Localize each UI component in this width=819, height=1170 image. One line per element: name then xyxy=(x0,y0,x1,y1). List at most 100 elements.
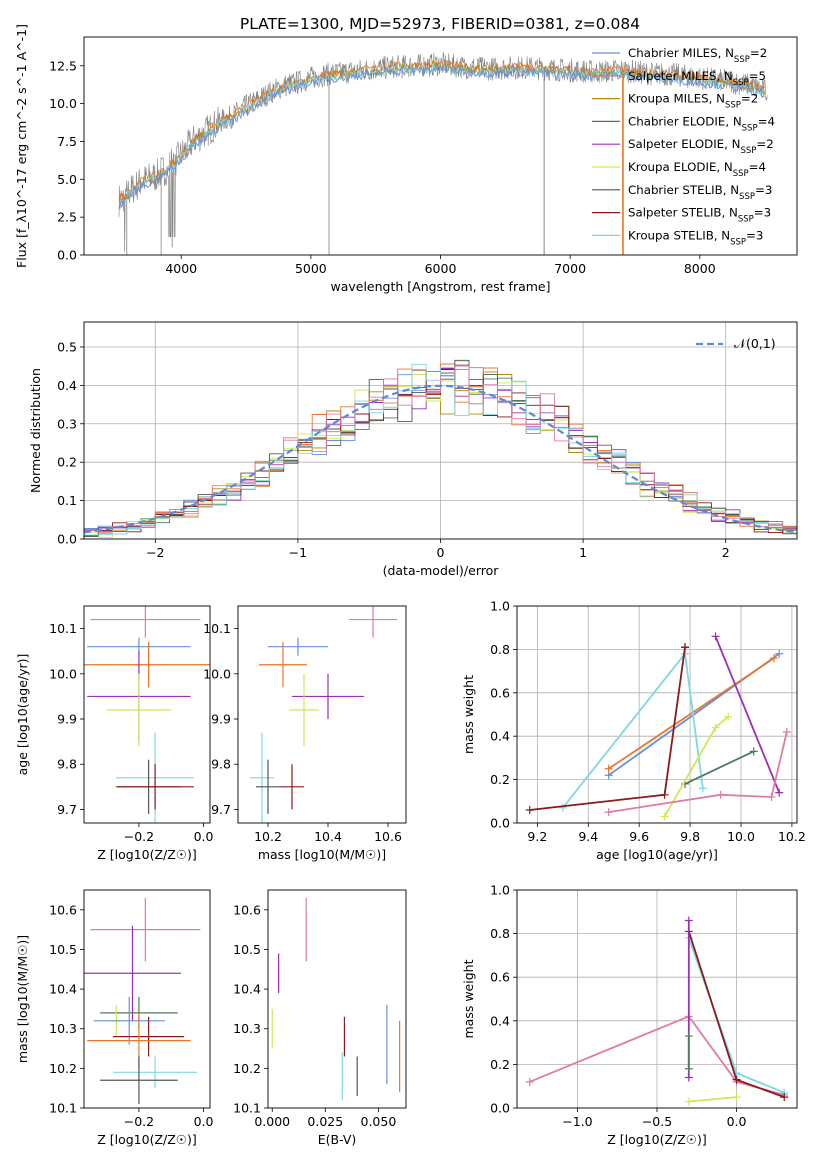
axes-age_vs_mass: 10.2 10.4 10.6 9.7 9.8 9.9 10.0 10.1 mass [log10… xyxy=(203,605,407,862)
series-point xyxy=(684,1032,693,1041)
series-point xyxy=(767,792,776,801)
y-tick-label: 0.8 xyxy=(490,926,510,941)
y-tick-label: 10.4 xyxy=(233,982,261,997)
x-tick-label: 9.8 xyxy=(680,829,700,844)
y-tick-label: 0.6 xyxy=(490,970,510,985)
x-tick-label: 0.000 xyxy=(254,1114,290,1129)
spectrum-model-line xyxy=(118,62,765,210)
series-point xyxy=(604,808,613,817)
series-point xyxy=(684,1097,693,1106)
y-tick-label: 10.1 xyxy=(233,1101,261,1116)
x-tick-label: 0 xyxy=(437,545,445,560)
series-point xyxy=(525,805,534,814)
y-tick-label: 0.2 xyxy=(490,1057,510,1072)
y-tick-label: 0.4 xyxy=(490,729,510,744)
x-tick-label: 0.0 xyxy=(727,1114,747,1129)
x-tick-label: 10.0 xyxy=(727,829,755,844)
y-tick-label: 0.2 xyxy=(57,455,77,470)
plot-area xyxy=(84,606,210,823)
x-axis-label: E(B-V) xyxy=(318,1132,357,1147)
series-point xyxy=(681,643,689,652)
spectrum-data-line xyxy=(118,52,768,253)
y-tick-label: 0.2 xyxy=(490,772,510,787)
axes-frame xyxy=(267,889,407,1109)
series-point xyxy=(749,747,758,756)
series-point xyxy=(660,812,669,821)
y-axis-label: Flux [f_λ10^-17 erg cm^-2 s^-1 A^-1] xyxy=(14,24,29,268)
x-axis-label: (data-model)/error xyxy=(383,563,500,578)
y-axis-label: age [log10(age/yr)] xyxy=(15,654,30,776)
y-tick-label: 0.3 xyxy=(57,416,77,431)
y-tick-label: 2.5 xyxy=(57,210,77,225)
legend-label: Chabrier STELIB, NSSP=3 xyxy=(628,183,772,202)
y-tick-label: 9.9 xyxy=(57,712,77,727)
histogram-step xyxy=(84,363,797,536)
panels-group: 4000 5000 6000 7000 80000.02.55.07.510.012.5… xyxy=(14,24,806,1147)
x-tick-label: −0.5 xyxy=(642,1114,672,1129)
legend-label: Chabrier MILES, NSSP=2 xyxy=(628,46,767,65)
y-tick-label: 1.0 xyxy=(490,599,510,614)
series-line xyxy=(684,750,755,785)
residual-legend: 𝒩(0,1) xyxy=(696,336,776,351)
y-axis-label: mass [log10(M/M☉)] xyxy=(15,935,30,1063)
y-tick-label: 10.6 xyxy=(49,902,77,917)
y-tick-label: 0.0 xyxy=(57,248,77,263)
axes-spectrum: 4000 5000 6000 7000 8000 0.0 2.5 5.0 7.5 10.0 12.5… xyxy=(14,24,798,294)
y-tick-label: 10.1 xyxy=(203,621,231,636)
plot-area xyxy=(250,606,397,823)
y-tick-label: 10.0 xyxy=(203,666,231,681)
y-tick-label: 10.3 xyxy=(233,1021,261,1036)
y-tick-label: 9.9 xyxy=(211,712,231,727)
y-tick-label: 0.0 xyxy=(57,532,77,547)
axes-weight_vs_Z: −1.0 −0.5 0.0 0.0 0.2 0.4 0.6 0.8 1.0 Z [log10(Z/… xyxy=(461,883,798,1147)
x-tick-label: 9.4 xyxy=(578,829,598,844)
axes-frame xyxy=(83,889,211,1109)
y-axis-label: mass weight xyxy=(461,959,476,1038)
y-tick-label: 10.3 xyxy=(49,1021,77,1036)
y-tick-label: 10.4 xyxy=(49,982,77,997)
y-tick-label: 12.5 xyxy=(49,58,77,73)
series-point xyxy=(604,764,613,773)
series-line xyxy=(529,647,686,811)
series-point xyxy=(780,1093,789,1102)
plot-area xyxy=(517,890,797,1108)
series-point xyxy=(716,790,725,799)
legend-label: 𝒩(0,1) xyxy=(734,336,776,351)
series-point xyxy=(732,1093,741,1102)
legend-label: Chabrier ELODIE, NSSP=4 xyxy=(628,114,775,133)
y-tick-label: 9.7 xyxy=(211,802,231,817)
series-point xyxy=(684,1064,693,1073)
x-tick-label: 1 xyxy=(579,545,587,560)
legend-label: Kroupa MILES, NSSP=2 xyxy=(628,92,758,111)
legend-label: Kroupa STELIB, NSSP=3 xyxy=(628,228,763,247)
normal-curve xyxy=(84,384,797,534)
x-tick-label: −0.2 xyxy=(124,829,154,844)
y-tick-label: 7.5 xyxy=(57,134,77,149)
y-tick-label: 10.6 xyxy=(233,902,261,917)
y-tick-label: 0.0 xyxy=(490,1101,510,1116)
x-tick-label: −1 xyxy=(289,545,307,560)
y-tick-label: 10.1 xyxy=(49,1101,77,1116)
y-tick-label: 9.8 xyxy=(57,757,77,772)
series-point xyxy=(782,727,791,736)
series-point xyxy=(711,632,720,641)
x-axis-label: Z [log10(Z/Z☉)] xyxy=(607,1132,707,1147)
axes-residuals: −2 −1 0 1 2 0.0 0.1 0.2 0.3 0.4 0.5 (data-model)/er… xyxy=(28,321,798,578)
axes-frame xyxy=(83,36,798,256)
series-point xyxy=(775,788,784,797)
legend-label: Kroupa ELODIE, NSSP=4 xyxy=(628,160,766,179)
series-line xyxy=(608,731,788,813)
x-tick-label: 8000 xyxy=(684,261,716,276)
y-tick-label: 10.2 xyxy=(233,1061,261,1076)
histogram-step xyxy=(84,365,797,533)
y-tick-label: 9.8 xyxy=(211,757,231,772)
series-point xyxy=(558,803,567,812)
series-point xyxy=(775,649,784,658)
x-tick-label: 7000 xyxy=(554,261,586,276)
y-tick-label: 5.0 xyxy=(57,172,77,187)
plot-area xyxy=(118,52,768,255)
x-tick-label: 0.0 xyxy=(194,1114,214,1129)
axes-frame xyxy=(516,605,798,824)
plot-area xyxy=(84,322,797,539)
axes-mass_vs_Z: −0.2 0.0 10.1 10.2 10.3 10.4 10.5 10.6 Z [log10(… xyxy=(15,889,214,1147)
